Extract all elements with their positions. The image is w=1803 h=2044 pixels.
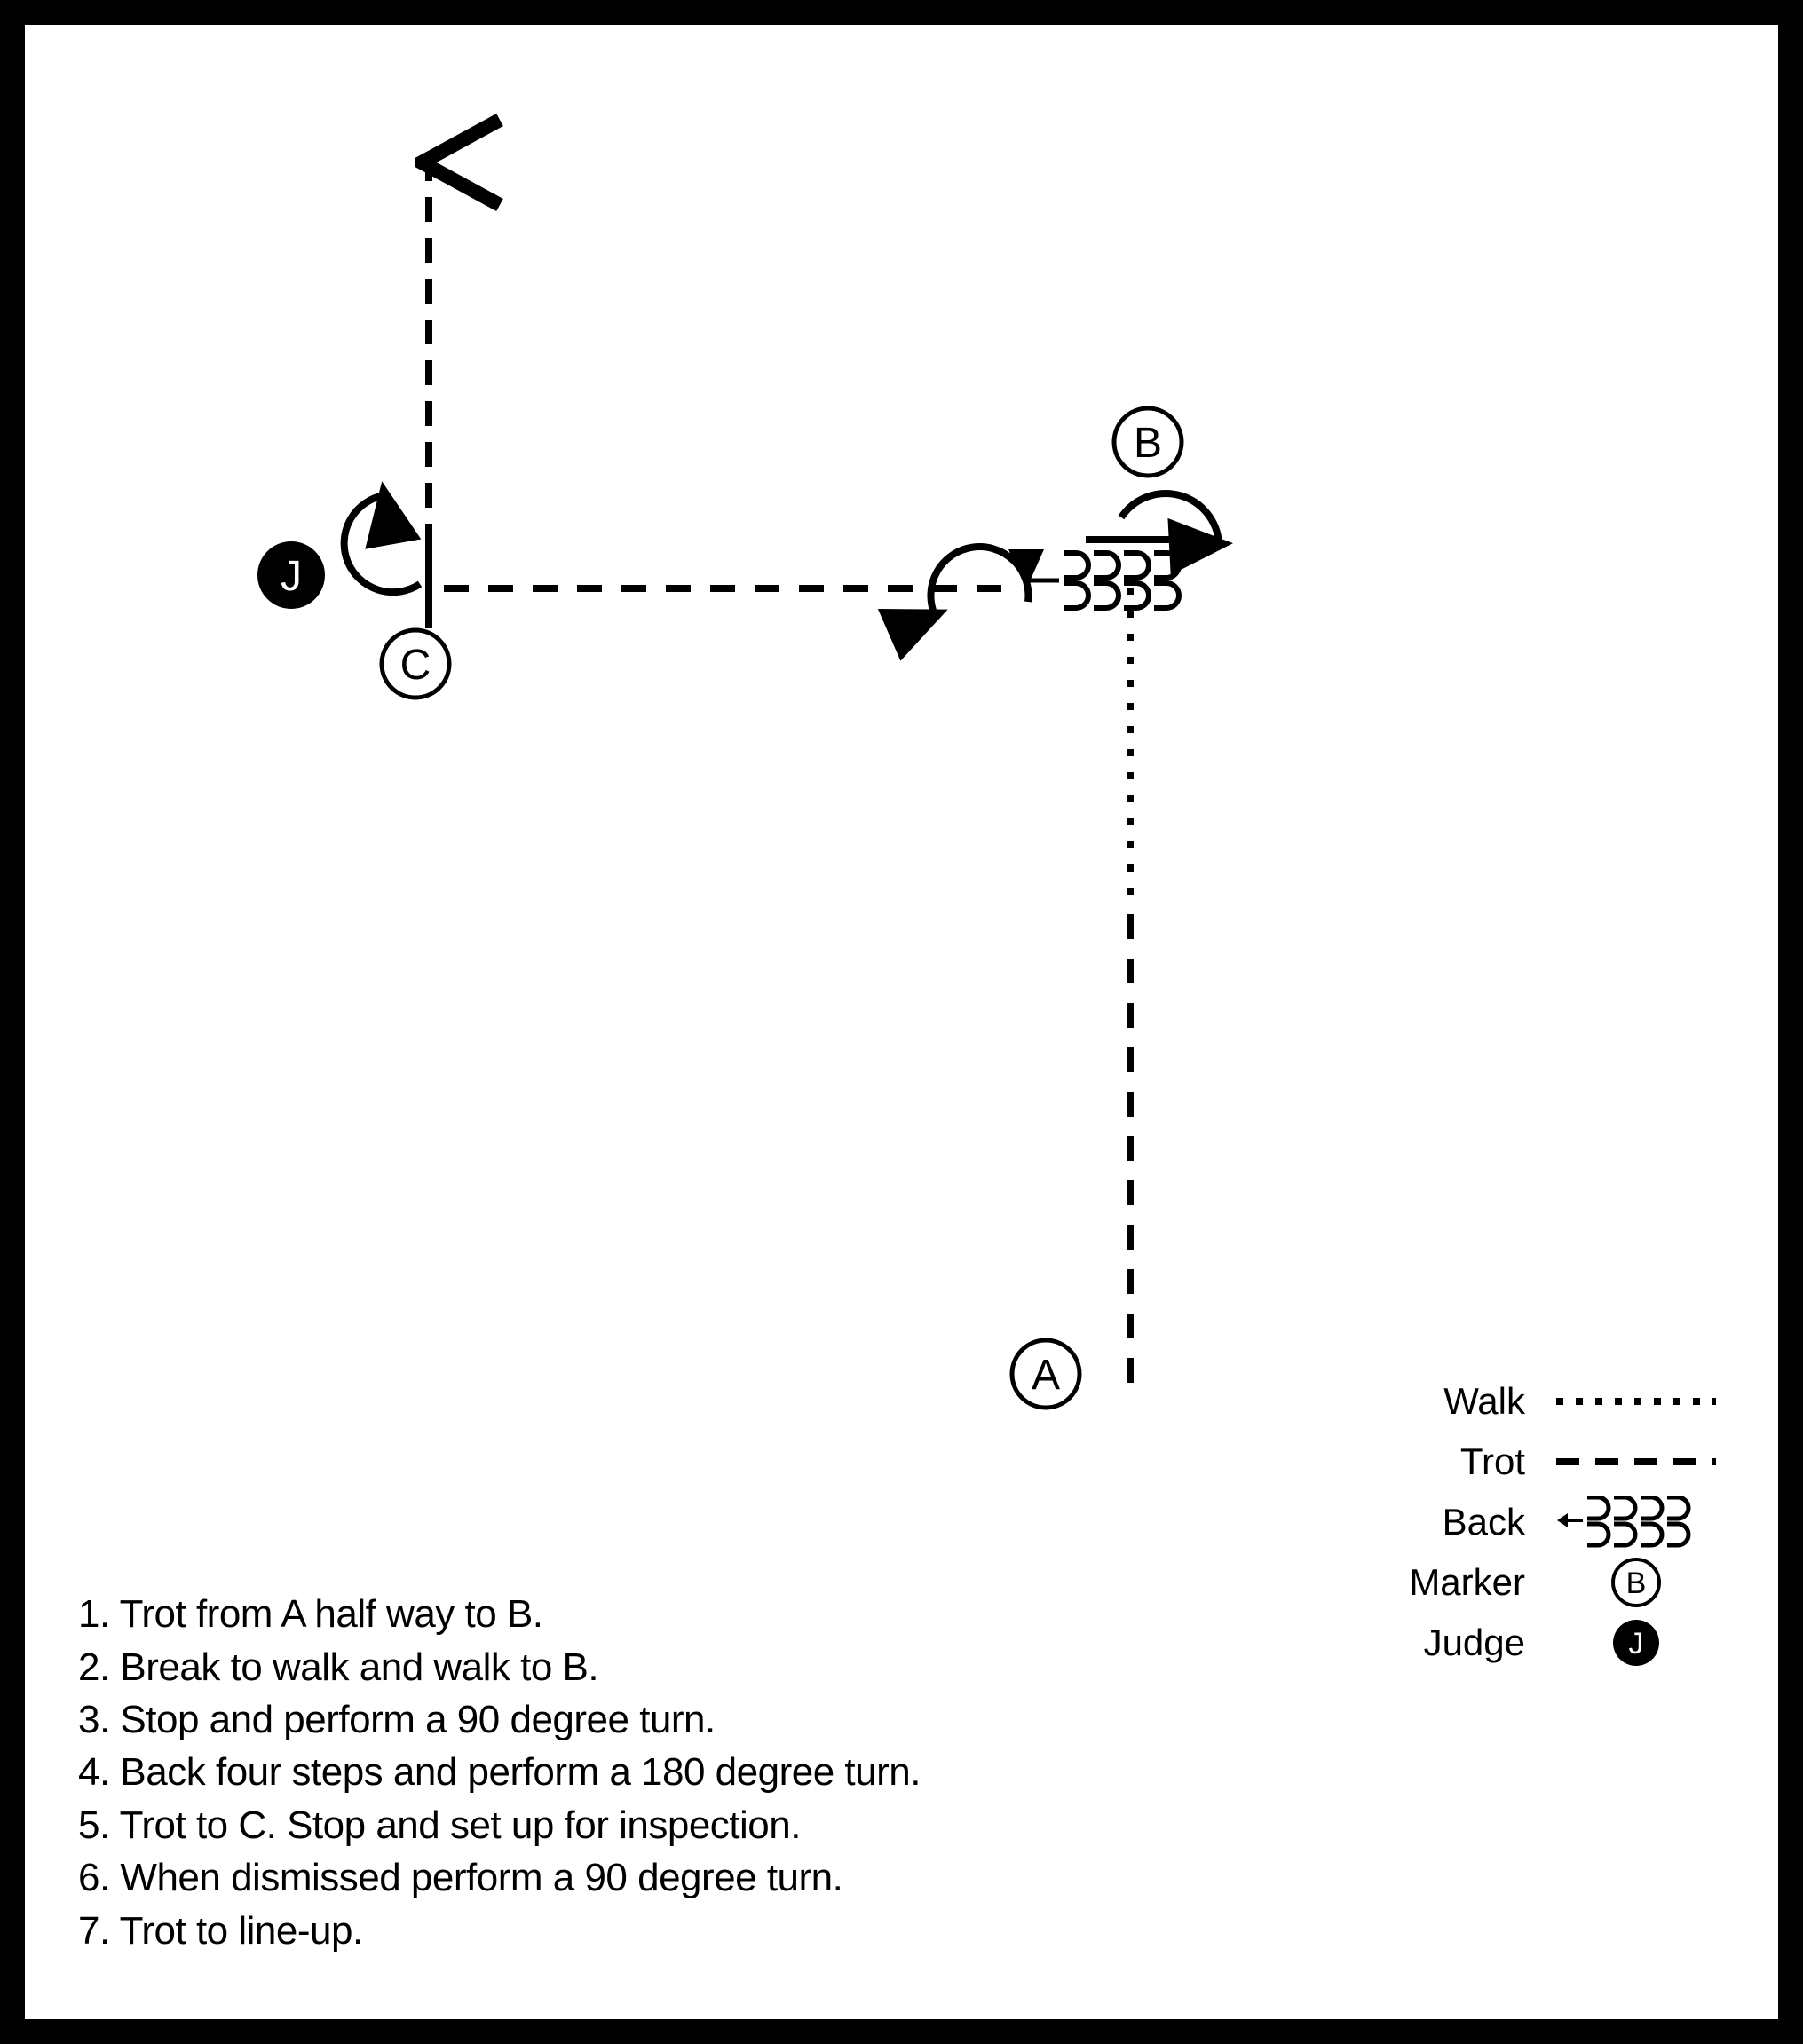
instruction-list: 1. Trot from A half way to B. 2. Break t… [78,1588,921,1957]
instruction-item: 6. When dismissed perform a 90 degree tu… [78,1851,921,1904]
svg-text:J: J [281,553,302,600]
svg-text:J: J [1629,1627,1644,1661]
legend-label: Trot [1432,1440,1547,1483]
marker-c: C [382,630,449,698]
instruction-item: 3. Stop and perform a 90 degree turn. [78,1693,921,1746]
turn-arc-180-b [930,547,1028,615]
legend-label: Judge [1424,1622,1547,1664]
turn-arc-90-c [344,495,420,592]
back-steps-icon [1026,553,1179,608]
legend-row-walk: Walk [1409,1371,1725,1432]
back-icon [1547,1496,1725,1549]
instruction-item: 1. Trot from A half way to B. [78,1588,921,1640]
instruction-item: 4. Back four steps and perform a 180 deg… [78,1746,921,1798]
instruction-item: 7. Trot to line-up. [78,1905,921,1957]
legend-row-back: Back [1409,1492,1725,1552]
legend-label: Walk [1432,1380,1547,1423]
legend-label: Marker [1409,1561,1547,1604]
svg-text:A: A [1032,1352,1060,1399]
judge-marker: J [257,541,325,609]
legend-row-judge: Judge J [1409,1613,1725,1673]
legend-label: Back [1432,1501,1547,1543]
trot-line-icon [1547,1453,1725,1471]
marker-icon: B [1547,1556,1725,1609]
judge-icon: J [1547,1616,1725,1669]
legend-row-trot: Trot [1409,1432,1725,1492]
instruction-item: 5. Trot to C. Stop and set up for inspec… [78,1799,921,1851]
marker-b: B [1114,408,1182,476]
svg-text:B: B [1134,420,1162,467]
legend-row-marker: Marker B [1409,1552,1725,1613]
diagram-frame: A B C J 1. Trot from A half way to B. 2.… [0,0,1803,2044]
walk-line-icon [1547,1393,1725,1410]
svg-text:B: B [1626,1567,1647,1600]
legend: Walk Trot Back [1409,1371,1725,1673]
instruction-item: 2. Break to walk and walk to B. [78,1641,921,1693]
marker-a: A [1012,1340,1079,1408]
svg-text:C: C [400,642,431,689]
